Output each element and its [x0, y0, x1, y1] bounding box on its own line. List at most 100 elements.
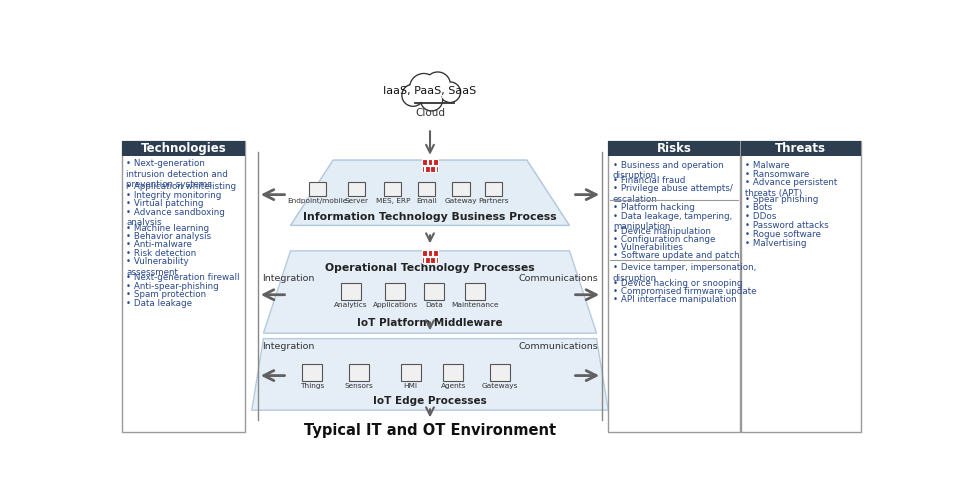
Bar — [741, 141, 861, 156]
Text: Gateway: Gateway — [444, 198, 477, 204]
Text: • Bots: • Bots — [745, 204, 773, 213]
Text: Cloud: Cloud — [415, 108, 445, 118]
Text: • Malvertising: • Malvertising — [745, 239, 807, 248]
Text: HMI: HMI — [403, 383, 418, 389]
Text: Integration: Integration — [262, 342, 314, 351]
Circle shape — [426, 73, 449, 96]
Text: • Password attacks: • Password attacks — [745, 221, 829, 230]
Text: Endpoint/mobile: Endpoint/mobile — [287, 198, 348, 204]
Text: • Device hacking or snooping: • Device hacking or snooping — [612, 278, 742, 287]
Polygon shape — [291, 160, 569, 226]
Bar — [424, 256, 430, 263]
Polygon shape — [263, 251, 596, 333]
Text: • Advance sandboxing
analysis: • Advance sandboxing analysis — [126, 208, 225, 227]
Text: Communications: Communications — [518, 342, 598, 351]
Bar — [433, 250, 438, 256]
Text: • Integrity monitoring: • Integrity monitoring — [126, 191, 222, 200]
Text: • Virtual patching: • Virtual patching — [126, 199, 204, 208]
Text: • Configuration change: • Configuration change — [612, 235, 715, 244]
Text: • Spear phishing: • Spear phishing — [745, 195, 819, 204]
Text: Information Technology Business Process: Information Technology Business Process — [303, 212, 557, 222]
Bar — [348, 182, 365, 196]
Circle shape — [402, 84, 423, 106]
Bar — [430, 166, 435, 172]
Text: • DDos: • DDos — [745, 213, 777, 222]
Text: MES, ERP: MES, ERP — [375, 198, 410, 204]
Bar — [421, 166, 424, 172]
Text: Integration: Integration — [262, 274, 314, 283]
Bar — [436, 166, 438, 172]
Text: • Compromised firmware update: • Compromised firmware update — [612, 286, 756, 295]
Text: Threats: Threats — [776, 142, 827, 155]
Text: • Device manipulation: • Device manipulation — [612, 227, 711, 236]
Bar — [433, 159, 438, 165]
Text: Partners: Partners — [478, 198, 509, 204]
Text: • Financial fraud: • Financial fraud — [612, 176, 685, 185]
Bar — [348, 364, 369, 381]
Circle shape — [411, 75, 437, 100]
Bar — [421, 250, 427, 256]
Bar — [421, 256, 424, 263]
Text: • Risk detection: • Risk detection — [126, 249, 197, 258]
Text: • Anti-malware: • Anti-malware — [126, 241, 192, 250]
Bar — [452, 182, 469, 196]
Text: Email: Email — [417, 198, 437, 204]
Text: • Software update and patch: • Software update and patch — [612, 251, 739, 260]
Text: • Spam protection: • Spam protection — [126, 290, 206, 299]
Text: Communications: Communications — [518, 274, 598, 283]
Text: Typical IT and OT Environment: Typical IT and OT Environment — [304, 423, 556, 438]
Text: • Next-generation firewall: • Next-generation firewall — [126, 273, 240, 282]
Text: Risks: Risks — [657, 142, 691, 155]
Circle shape — [425, 72, 450, 97]
Text: IoT Edge Processes: IoT Edge Processes — [373, 396, 487, 406]
Bar — [385, 283, 405, 300]
Text: IaaS, PaaS, SaaS: IaaS, PaaS, SaaS — [383, 86, 476, 96]
Bar — [302, 364, 323, 381]
Text: • Behavior analysis: • Behavior analysis — [126, 232, 211, 241]
Text: Analytics: Analytics — [334, 302, 368, 308]
Text: • Application whitelisting: • Application whitelisting — [126, 182, 236, 191]
Circle shape — [420, 89, 443, 111]
Text: Server: Server — [345, 198, 369, 204]
Circle shape — [403, 86, 422, 105]
Text: IoT Platform Middleware: IoT Platform Middleware — [357, 318, 503, 328]
Bar — [490, 364, 510, 381]
Text: • Vulnerability
assessment: • Vulnerability assessment — [126, 257, 189, 277]
Text: Gateways: Gateways — [482, 383, 518, 389]
Text: Operational Technology Processes: Operational Technology Processes — [325, 263, 535, 273]
Bar — [485, 182, 502, 196]
Text: • Vulnerabilities: • Vulnerabilities — [612, 243, 683, 252]
Bar — [400, 364, 420, 381]
Text: • Privilege abuse attempts/
escalation: • Privilege abuse attempts/ escalation — [612, 184, 732, 204]
Text: • Rogue software: • Rogue software — [745, 230, 822, 239]
Bar — [309, 182, 326, 196]
Text: Agents: Agents — [441, 383, 466, 389]
Text: • Data leakage: • Data leakage — [126, 298, 192, 307]
Text: • Data leakage, tampering,
manipulation: • Data leakage, tampering, manipulation — [612, 212, 732, 231]
Bar — [424, 166, 430, 172]
Bar — [341, 283, 361, 300]
Text: Technologies: Technologies — [141, 142, 227, 155]
Bar — [444, 364, 464, 381]
Text: Applications: Applications — [372, 302, 418, 308]
Bar — [609, 141, 740, 156]
Bar — [384, 182, 401, 196]
Bar — [609, 141, 740, 432]
Circle shape — [442, 83, 459, 101]
Text: • Anti-spear-phishing: • Anti-spear-phishing — [126, 281, 219, 290]
Bar — [421, 159, 427, 165]
Bar — [122, 141, 245, 432]
Text: Maintenance: Maintenance — [451, 302, 498, 308]
Circle shape — [410, 74, 438, 101]
Bar — [427, 250, 432, 256]
Text: • Malware: • Malware — [745, 161, 790, 170]
Text: • Ransomware: • Ransomware — [745, 170, 809, 179]
Text: • Business and operation
disruption: • Business and operation disruption — [612, 161, 724, 180]
Text: • Next-generation
intrusion detection and
prevention systems: • Next-generation intrusion detection an… — [126, 159, 228, 189]
Circle shape — [421, 90, 442, 110]
Text: Things: Things — [300, 383, 324, 389]
Text: • Device tamper, impersonation,
disruption: • Device tamper, impersonation, disrupti… — [612, 263, 756, 282]
Bar — [436, 256, 438, 263]
Text: • Platform hacking: • Platform hacking — [612, 204, 695, 213]
Text: • Machine learning: • Machine learning — [126, 224, 209, 233]
